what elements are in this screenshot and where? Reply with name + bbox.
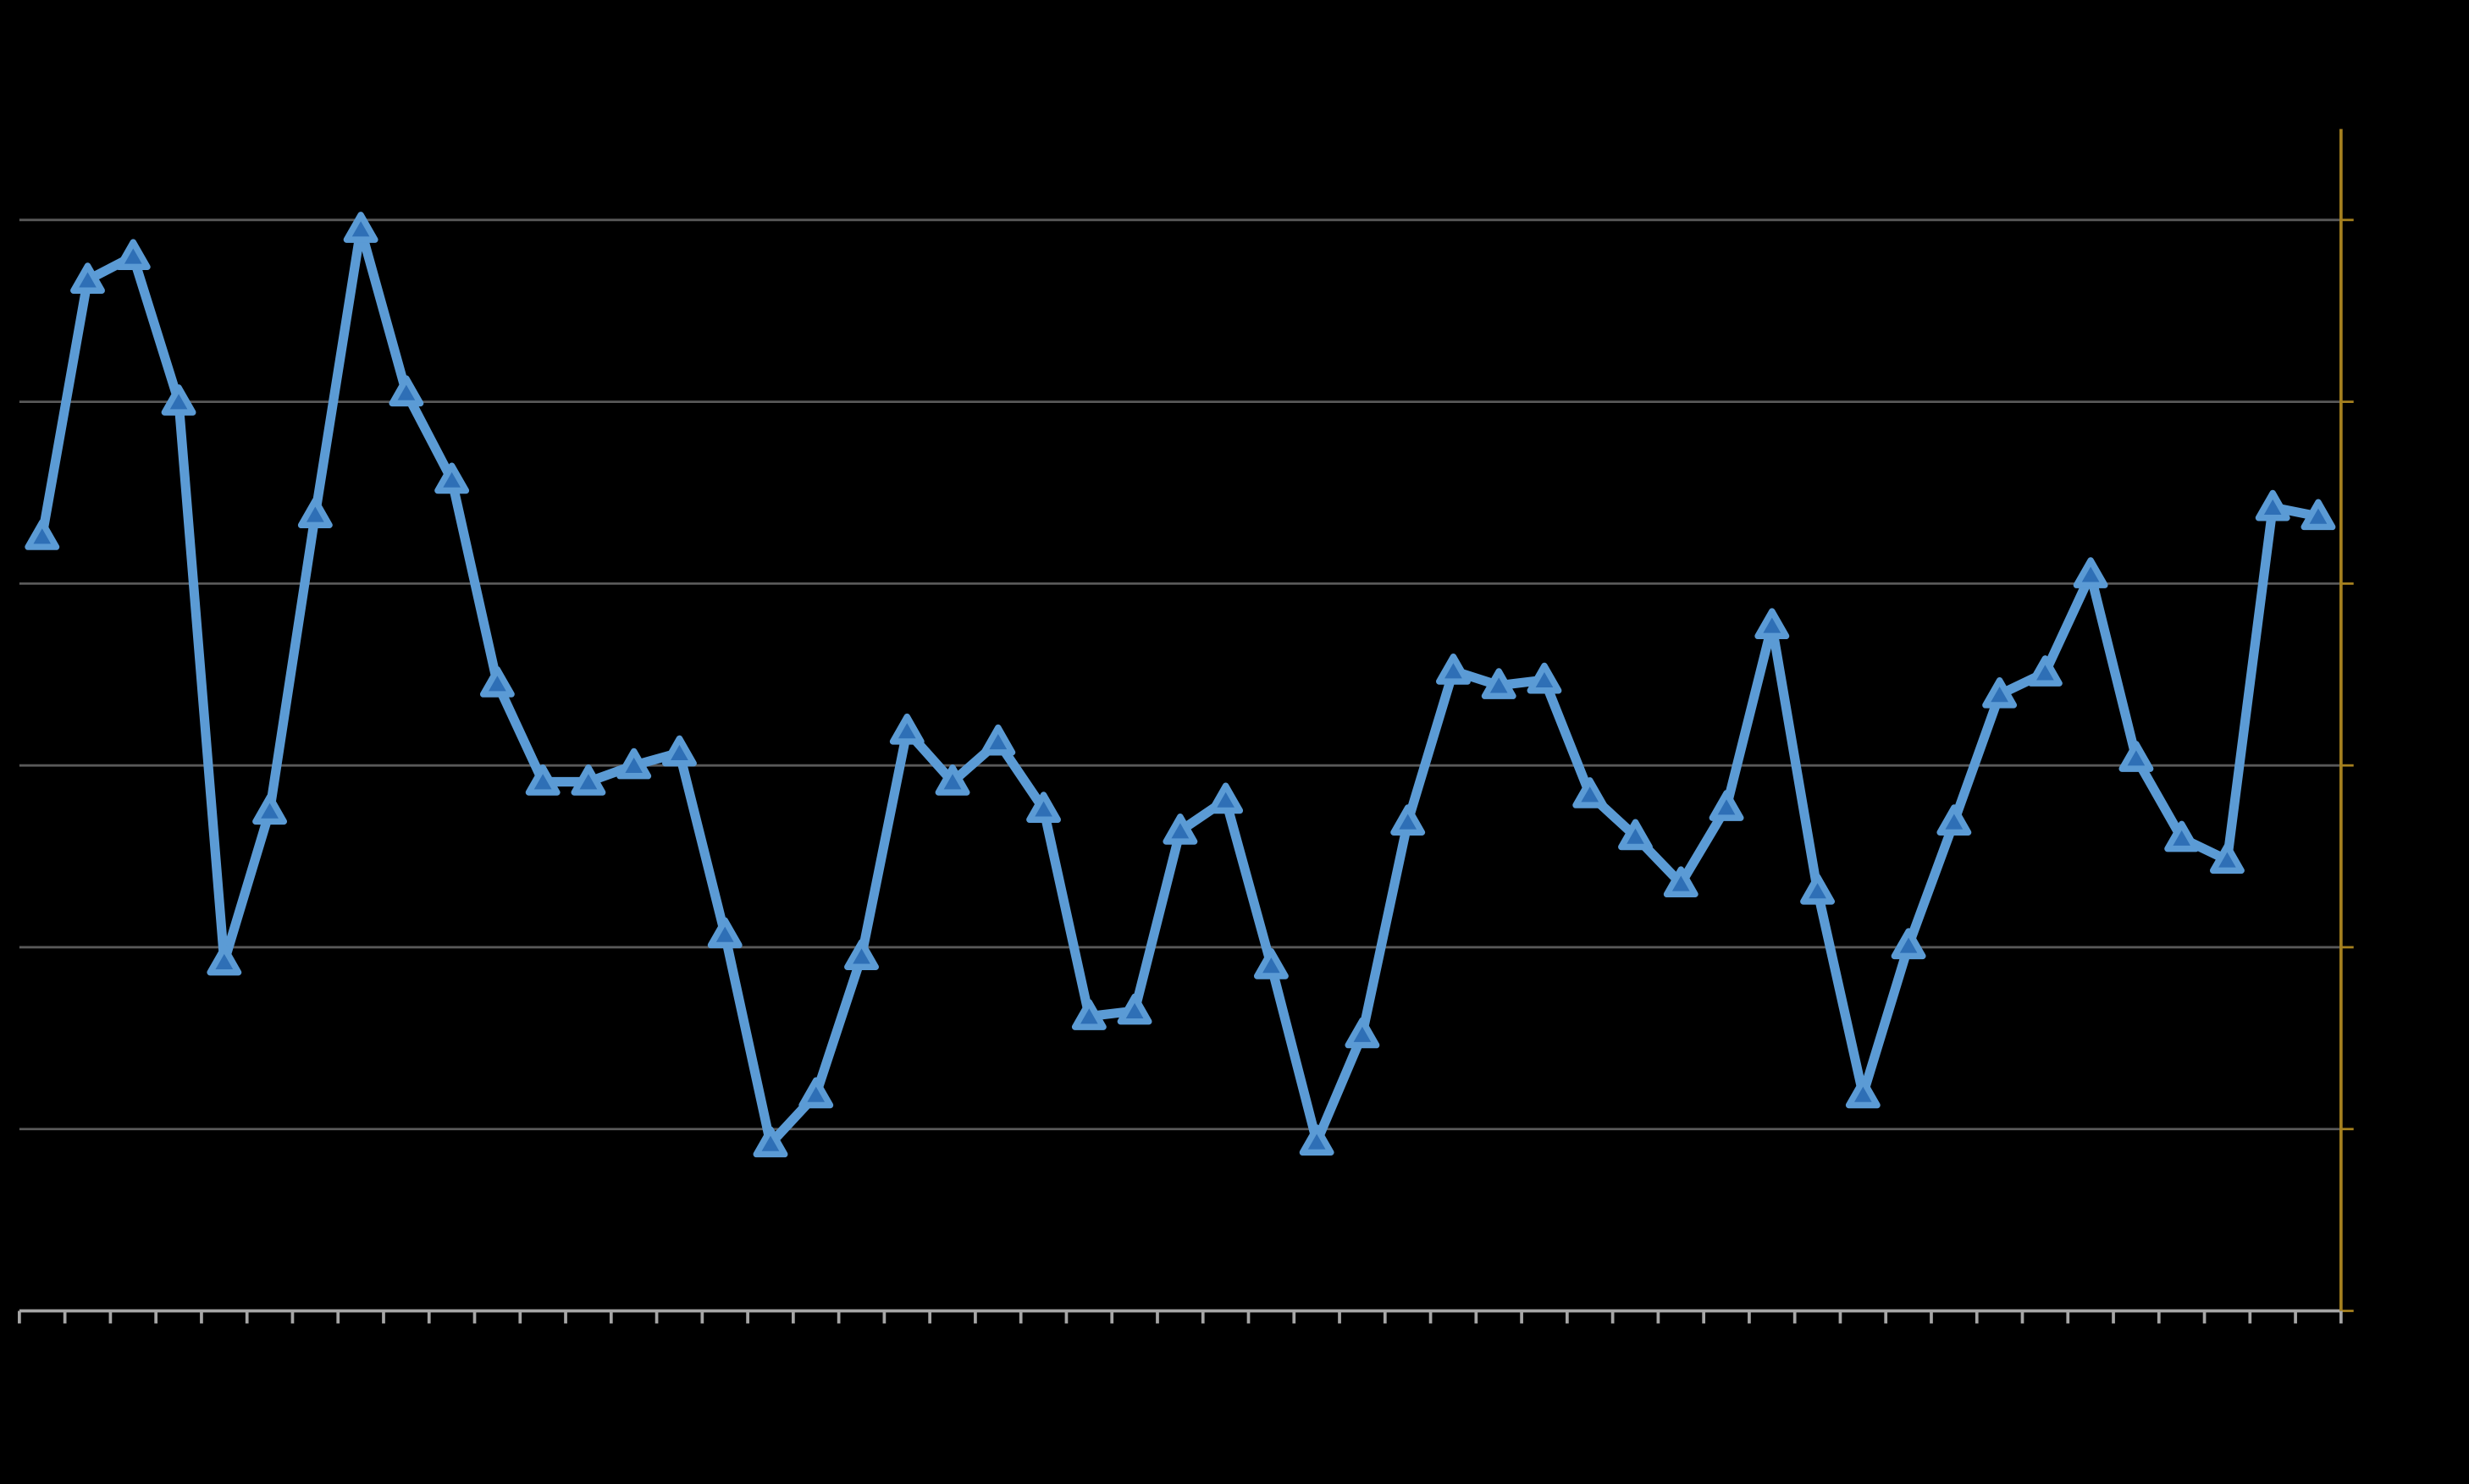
marker (1936, 804, 1972, 836)
marker (343, 212, 378, 243)
marker (1299, 1124, 1334, 1156)
marker (1345, 1017, 1380, 1049)
marker (389, 375, 424, 407)
marker (571, 764, 606, 796)
marker (115, 239, 151, 271)
marker (753, 1126, 788, 1158)
marker (207, 944, 242, 976)
series-line (37, 223, 2320, 1149)
marker (1845, 1077, 1881, 1109)
marker (1208, 782, 1244, 814)
marker (252, 793, 288, 825)
marker (2118, 741, 2154, 772)
marker (1800, 873, 1836, 905)
marker (1891, 928, 1926, 960)
marker (297, 497, 333, 529)
marker (2164, 820, 2200, 852)
marker (161, 384, 196, 416)
marker (2255, 489, 2290, 521)
marker (1481, 668, 1516, 699)
marker (616, 748, 652, 780)
marker (707, 917, 743, 949)
marker (1026, 792, 1062, 823)
marker (525, 764, 561, 796)
marker (1163, 814, 1198, 845)
marker (844, 939, 879, 970)
marker (935, 764, 970, 796)
marker (1071, 999, 1107, 1030)
marker (25, 519, 60, 550)
marker (1117, 993, 1152, 1025)
marker (1618, 819, 1653, 851)
marker (2209, 842, 2245, 874)
marker (1982, 676, 2018, 709)
marker (2027, 655, 2063, 687)
marker (1663, 866, 1698, 898)
marker (434, 462, 470, 494)
marker (479, 666, 515, 698)
marker (798, 1077, 834, 1109)
marker (1436, 654, 1471, 685)
marker (1572, 777, 1608, 808)
marker (662, 735, 697, 767)
marker (889, 713, 925, 745)
marker (1527, 662, 1562, 694)
marker (1754, 608, 1790, 640)
marker (980, 724, 1016, 756)
marker (1709, 790, 1744, 821)
marker (1390, 804, 1426, 836)
marker (70, 262, 105, 294)
marker (2073, 557, 2108, 588)
marker (1253, 947, 1289, 979)
marker (2301, 499, 2336, 531)
